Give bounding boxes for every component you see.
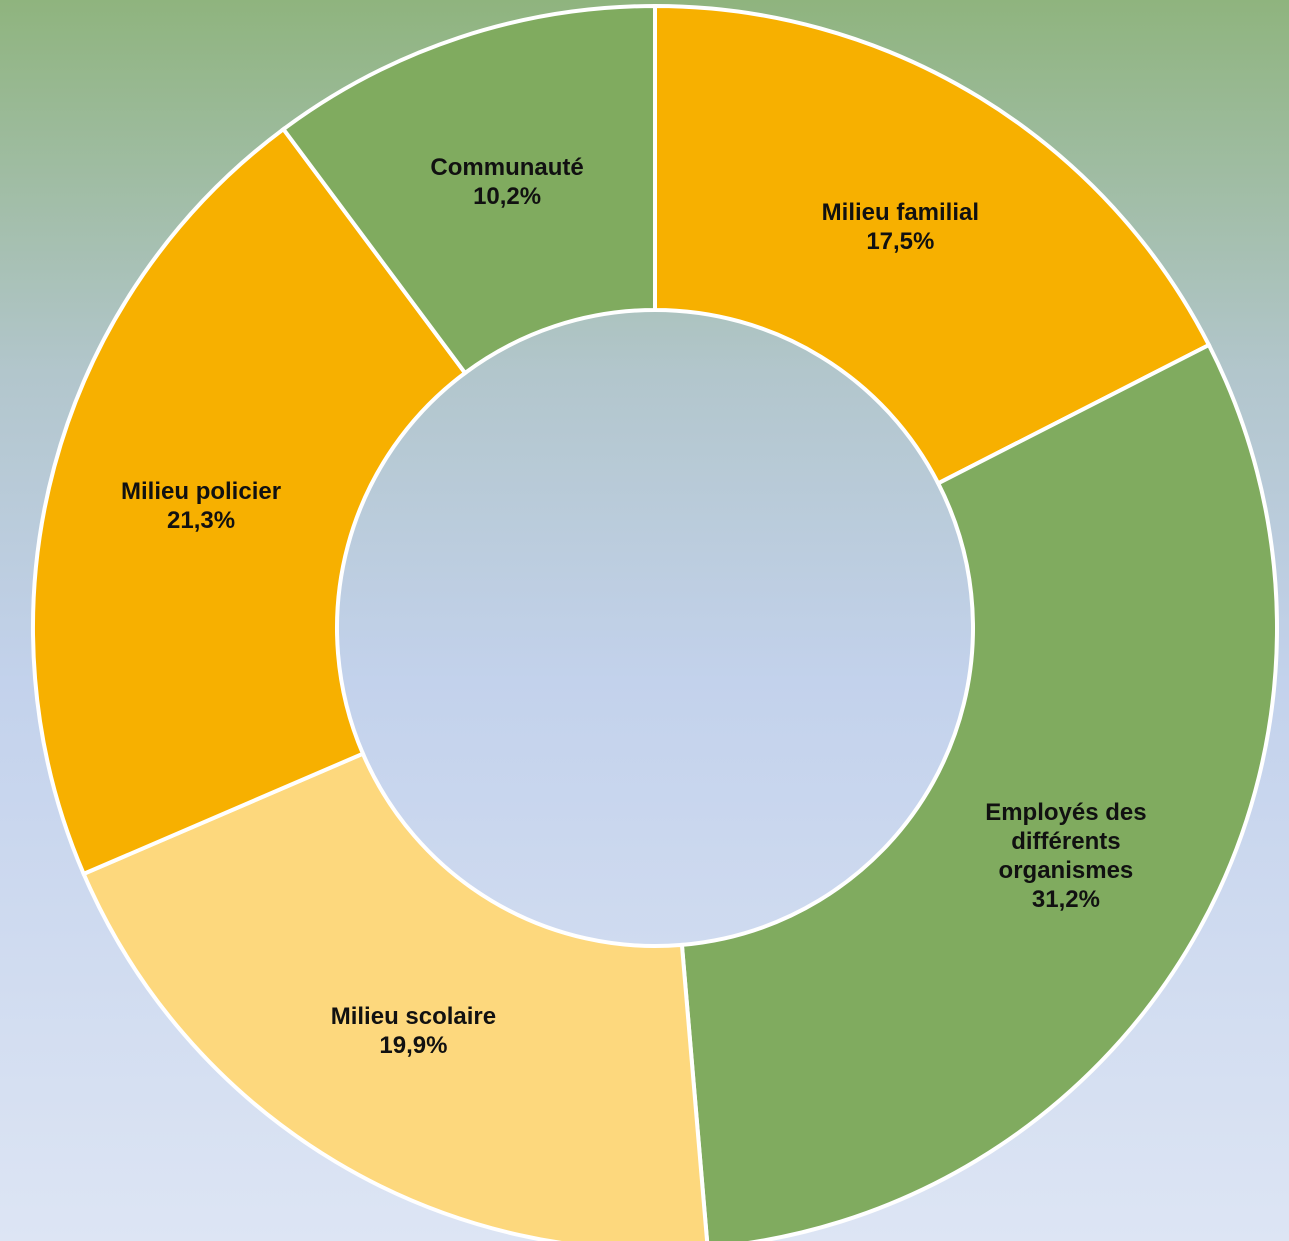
category-label: Employés des différents organismes [985, 799, 1147, 885]
category-label: Communauté [430, 153, 584, 181]
slice-label: Milieu familial 17,5% [785, 198, 1015, 256]
value-label: 17,5% [866, 228, 935, 256]
value-label: 31,2% [1031, 886, 1100, 914]
value-label: 19,9% [379, 1032, 448, 1060]
value-label: 21,3% [167, 507, 236, 535]
slice-label: Milieu policier 21,3% [86, 477, 316, 535]
donut-slice [653, 3, 1212, 487]
category-label: Milieu policier [121, 478, 282, 506]
slice-label: Milieu scolaire 19,9% [298, 1002, 528, 1060]
value-label: 10,2% [473, 182, 542, 210]
donut-slice [679, 342, 1279, 1241]
category-label: Milieu scolaire [330, 1003, 497, 1031]
donut-slice [31, 126, 468, 877]
category-label: Milieu familial [821, 199, 980, 227]
slice-label: Employés des différents organismes 31,2% [951, 798, 1181, 914]
donut-slice [280, 3, 657, 376]
slice-label: Communauté 10,2% [392, 153, 622, 211]
donut-slice [81, 751, 710, 1241]
